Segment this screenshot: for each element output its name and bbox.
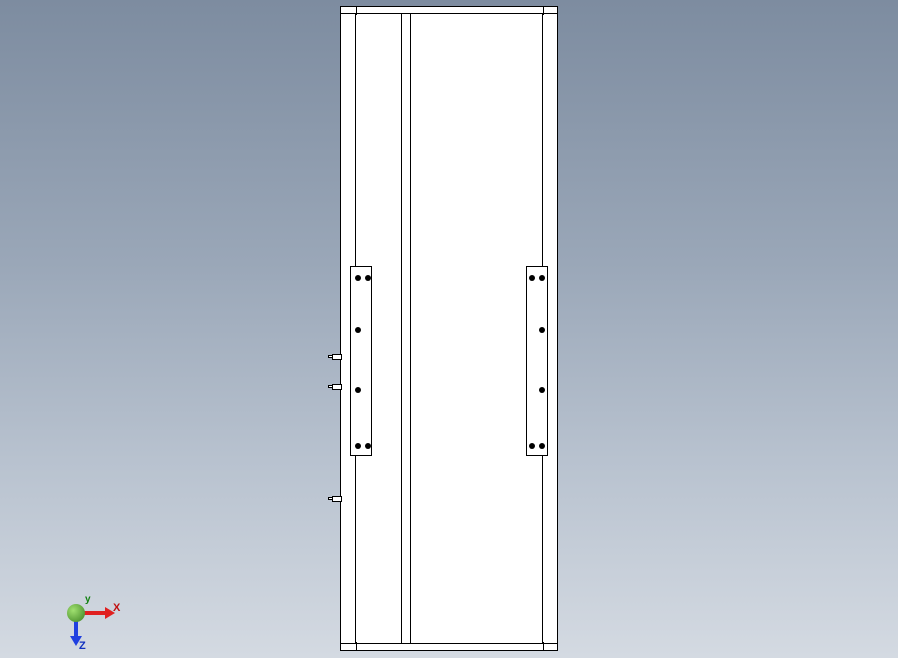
top-end-cap [340,6,558,14]
bolt-hole [355,275,361,281]
protruding-stud [332,384,342,390]
bolt-hole [355,327,361,333]
bottom-end-cap [340,643,558,651]
coordinate-triad[interactable]: X y Z [55,576,115,636]
stud-tip [328,497,333,500]
z-axis-arrowhead [70,636,82,646]
bolt-hole [539,443,545,449]
protruding-stud [332,354,342,360]
x-axis-arrowhead [105,607,115,619]
cad-model-assembly[interactable] [340,6,558,651]
bolt-hole [529,275,535,281]
bolt-hole [539,275,545,281]
stud-tip [328,355,333,358]
bottom-cap-inner-edges [356,642,544,650]
mounting-bracket-right [526,266,548,456]
bolt-hole [365,275,371,281]
bolt-hole [529,443,535,449]
bolt-hole [355,387,361,393]
stud-tip [328,385,333,388]
bolt-hole [365,443,371,449]
mounting-bracket-left [350,266,372,456]
y-axis-label: y [85,594,91,605]
protruding-stud [332,496,342,502]
bolt-hole [355,443,361,449]
center-vertical-edge [410,14,411,643]
bolt-hole [539,387,545,393]
cad-viewport[interactable]: X y Z [0,0,898,658]
bolt-hole [539,327,545,333]
left-vertical-panel-inner [378,14,402,643]
top-cap-inner-edges [356,7,544,15]
triad-origin-sphere [67,604,85,622]
